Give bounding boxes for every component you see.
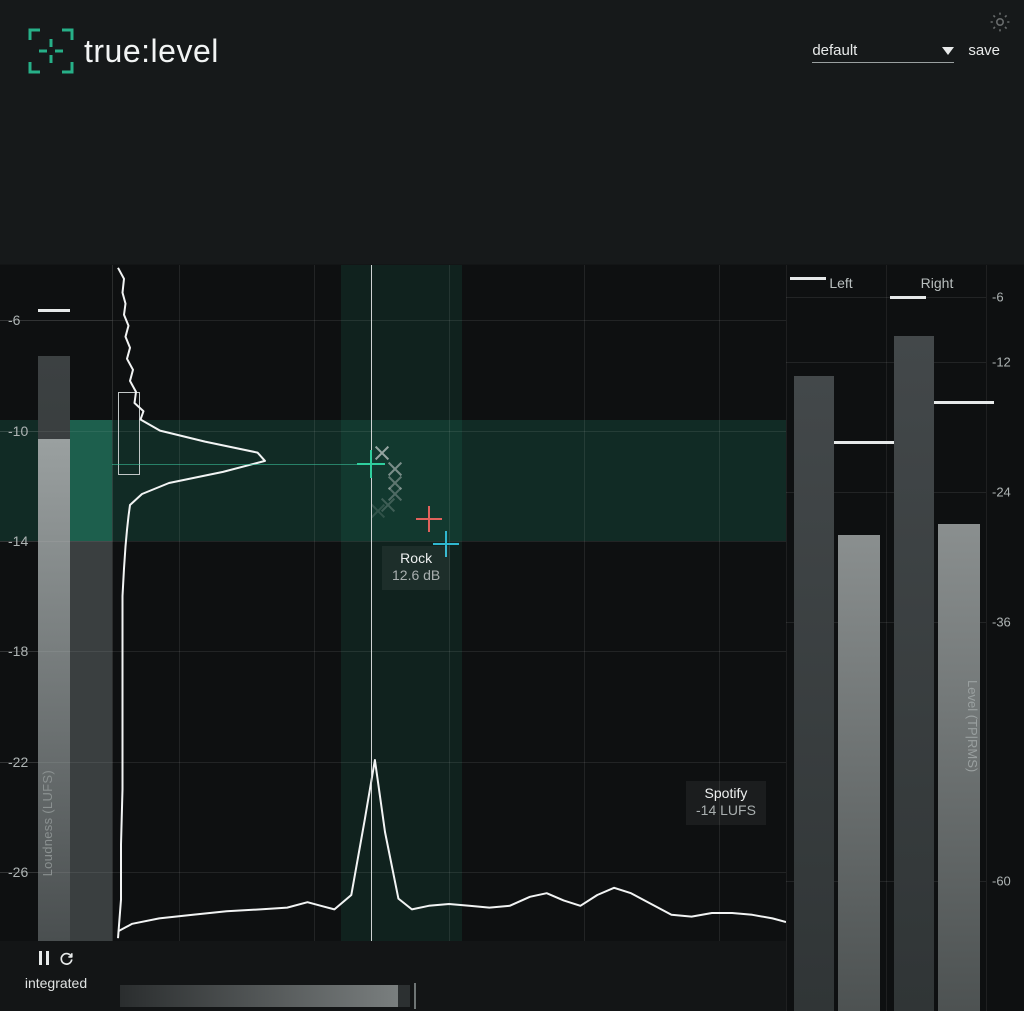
level-meter-plot <box>786 265 994 1011</box>
level-gridline <box>786 881 986 883</box>
loudness-meter-tail <box>70 540 112 941</box>
level-axis-tick: -60 <box>992 873 1011 889</box>
level-gridline-vertical <box>986 265 987 1011</box>
loudness-meter-fill <box>38 438 70 941</box>
gridline-horizontal <box>0 872 786 874</box>
dynamics-target-label: Rock <box>400 550 433 566</box>
loudness-axis-tick: -22 <box>8 753 29 770</box>
level-bar-tp-right <box>894 336 934 1011</box>
loudness-axis-tick: -14 <box>8 532 29 549</box>
loudness-histogram-curve <box>117 267 266 939</box>
level-axis-tick: -12 <box>992 354 1011 370</box>
preset-area: default save <box>812 42 1000 63</box>
logo-crosshair-brackets-icon <box>28 28 74 74</box>
dynamics-target-tag: Rock 12.6 dB <box>382 546 451 590</box>
level-gridline <box>786 362 986 364</box>
plot-left-edge <box>112 265 113 941</box>
header-bar: true:level default save <box>0 0 1024 88</box>
pause-icon[interactable] <box>38 951 50 965</box>
level-axis: -6 -12 -24 -36 -60 <box>986 265 1024 1011</box>
level-gridline-vertical <box>886 265 887 1011</box>
short-term-box-marker <box>118 391 140 475</box>
gridline-vertical <box>179 265 181 941</box>
level-rms-peak-line-right <box>934 401 994 405</box>
gridline-vertical <box>718 265 720 941</box>
level-peak-line-right <box>890 296 926 300</box>
level-peak-line-left <box>790 276 826 280</box>
loudness-peak-line <box>38 309 70 313</box>
level-bar-tp-left <box>794 376 834 1011</box>
level-bar-rms-right <box>938 524 980 1011</box>
loudness-target-sublabel: -14 LUFS <box>696 802 756 818</box>
loudness-axis-label: Loudness (LUFS) <box>40 770 55 877</box>
gridline-horizontal <box>0 320 786 322</box>
gridline-vertical <box>583 265 585 941</box>
gridline-horizontal <box>0 430 786 432</box>
loudness-axis-tick: -18 <box>8 643 29 660</box>
gear-icon[interactable] <box>988 10 1012 34</box>
level-axis-tick: -6 <box>992 289 1004 305</box>
loudness-axis-tick: -10 <box>8 422 29 439</box>
gridline-vertical <box>449 265 450 941</box>
loudness-dynamics-chart[interactable]: Rock 12.6 dB Spotify -14 LUFS <box>0 265 786 941</box>
level-rms-peak-line-left <box>834 441 894 445</box>
horizontal-scrollbar-end[interactable] <box>398 985 410 1007</box>
level-axis-tick: -36 <box>992 614 1011 630</box>
loudness-target-tag: Spotify -14 LUFS <box>686 781 766 825</box>
level-axis-label: Level (TP|RMS) <box>965 680 980 773</box>
current-dynamics-line <box>371 265 373 941</box>
loudness-axis-tick: -26 <box>8 864 29 881</box>
app-title: true:level <box>84 33 219 69</box>
transport-controls: integrated <box>0 948 112 991</box>
preset-value: default <box>812 42 858 59</box>
footer-divider <box>414 983 416 1009</box>
gridline-horizontal <box>0 540 786 542</box>
dynamics-target-band <box>341 265 463 941</box>
level-gridline <box>786 297 986 299</box>
selector-row: Spotify Loudness Reference Rock Dynamics… <box>0 88 1024 246</box>
current-loudness-line <box>112 463 372 465</box>
level-meter-panel: -6 -12 -24 -36 -60 Level (TP|RMS) Left Right <box>786 265 1024 1011</box>
loudness-target-label: Spotify <box>704 785 748 801</box>
dynamics-target-sublabel: 12.6 dB <box>392 567 441 583</box>
loudness-axis: -6 -10 -14 -18 -22 -26 Loudness (LUFS) <box>0 265 112 941</box>
loudness-axis-tick: -6 <box>8 312 21 329</box>
preset-dropdown[interactable]: default <box>812 42 955 63</box>
reset-circle-icon[interactable] <box>59 951 74 966</box>
channel-header-left: Left <box>829 275 853 291</box>
loudness-target-meter <box>70 419 112 541</box>
gridline-vertical <box>314 265 316 941</box>
level-gridline <box>786 621 986 623</box>
gridline-horizontal <box>0 651 786 653</box>
level-bar-rms-left <box>838 535 880 1011</box>
level-axis-tick: -24 <box>992 484 1011 500</box>
level-gridline-vertical <box>786 265 787 1011</box>
level-gridline <box>786 492 986 494</box>
chevron-down-icon <box>942 46 955 55</box>
measurement-mode-label: integrated <box>24 975 88 991</box>
horizontal-scrollbar[interactable] <box>120 985 410 1007</box>
metrics-row: -11.2 LUFS Loudness 14.3 dB Dynamics -4.… <box>0 168 1024 418</box>
save-button[interactable]: save <box>968 42 1000 59</box>
channel-header-right: Right <box>920 275 954 291</box>
gridline-horizontal <box>0 761 786 763</box>
